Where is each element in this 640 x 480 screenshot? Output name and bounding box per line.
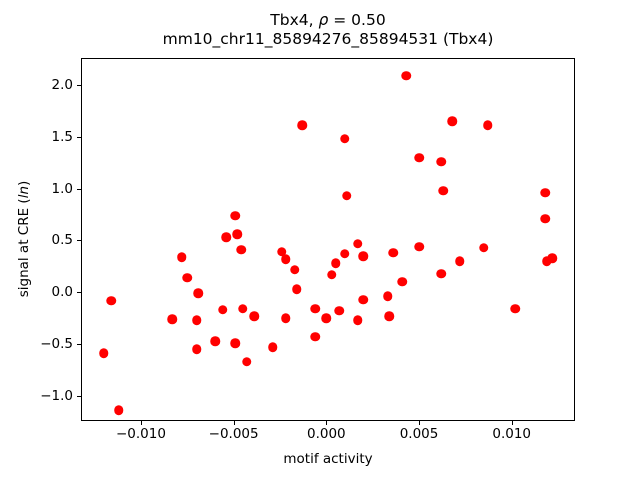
- data-point: [310, 332, 320, 342]
- x-tick-label: −0.010: [115, 426, 166, 442]
- data-point: [455, 256, 465, 266]
- y-tick-label: −0.5: [40, 336, 73, 353]
- data-point: [542, 256, 552, 266]
- data-point: [249, 311, 259, 321]
- data-point: [238, 304, 248, 314]
- data-point: [334, 306, 345, 316]
- x-tick-mark: [511, 421, 513, 425]
- data-point: [436, 156, 447, 167]
- data-point: [353, 315, 363, 326]
- data-point: [397, 277, 408, 287]
- data-point: [217, 305, 228, 315]
- data-point: [210, 336, 220, 346]
- data-point: [182, 273, 193, 283]
- y-tick-label: 1.5: [51, 128, 73, 145]
- y-tick-label: 0.5: [51, 232, 73, 249]
- data-point: [510, 304, 521, 314]
- data-point: [401, 70, 411, 81]
- data-point: [540, 188, 550, 198]
- chart-subtitle: mm10_chr11_85894276_85894531 (Tbx4): [162, 30, 494, 48]
- y-tick-label: −1.0: [40, 387, 73, 404]
- chart-title-suffix: = 0.50: [328, 11, 386, 29]
- data-point: [382, 291, 393, 302]
- x-tick-label: 0.000: [307, 426, 346, 442]
- data-point: [232, 229, 243, 240]
- chart-title-prefix: Tbx4,: [270, 11, 319, 29]
- data-point: [327, 269, 337, 280]
- data-point: [438, 185, 448, 196]
- data-point: [414, 152, 424, 163]
- data-point: [277, 247, 287, 257]
- y-tick-label: 0.0: [51, 284, 73, 301]
- y-tick-mark: [77, 292, 81, 294]
- data-point: [167, 314, 178, 324]
- data-point: [221, 232, 231, 243]
- data-point: [330, 258, 341, 269]
- data-point: [358, 251, 369, 261]
- data-point: [230, 210, 241, 221]
- data-point: [230, 338, 241, 348]
- rho-symbol: ρ: [318, 11, 329, 29]
- data-point: [321, 313, 332, 323]
- x-tick-mark: [140, 421, 142, 425]
- data-point: [479, 242, 489, 253]
- data-point: [193, 288, 204, 299]
- y-tick-label: 2.0: [51, 77, 73, 93]
- data-point: [436, 268, 447, 279]
- y-tick-mark: [77, 136, 81, 138]
- data-point: [358, 294, 369, 305]
- x-tick-label: 0.010: [492, 426, 532, 442]
- data-point: [540, 213, 550, 224]
- data-point: [310, 304, 320, 314]
- data-point: [113, 405, 124, 416]
- data-point: [280, 254, 291, 264]
- x-tick-mark: [233, 421, 235, 425]
- data-point: [353, 238, 363, 249]
- data-point: [384, 311, 395, 321]
- plot-area: [81, 58, 575, 421]
- data-point: [447, 116, 458, 127]
- data-point: [297, 120, 307, 131]
- data-point: [280, 313, 291, 323]
- y-tick-label: 1.0: [51, 180, 73, 197]
- y-tick-mark: [77, 395, 81, 397]
- data-point: [290, 264, 300, 275]
- y-tick-mark: [77, 85, 81, 86]
- data-point: [414, 241, 424, 252]
- data-point: [241, 357, 252, 367]
- data-point: [106, 295, 117, 306]
- data-point: [341, 191, 352, 201]
- x-tick-label: 0.005: [399, 426, 439, 442]
- data-point: [236, 245, 246, 255]
- data-point: [99, 348, 109, 359]
- x-tick-mark: [419, 421, 421, 425]
- chart-title: Tbx4, ρ = 0.50: [270, 11, 385, 29]
- y-tick-mark: [77, 240, 81, 242]
- data-point: [388, 248, 398, 258]
- data-point: [547, 253, 558, 263]
- data-point: [340, 249, 350, 259]
- data-point: [291, 284, 302, 294]
- y-tick-mark: [77, 188, 81, 190]
- data-point: [340, 134, 350, 144]
- data-point: [482, 120, 493, 131]
- data-point: [191, 344, 202, 355]
- y-tick-mark: [77, 344, 81, 346]
- x-tick-label: −0.005: [208, 426, 259, 442]
- data-point: [176, 252, 187, 262]
- x-axis-label: motif activity: [283, 451, 373, 467]
- data-point: [191, 315, 202, 326]
- data-point: [267, 342, 278, 352]
- x-tick-mark: [326, 421, 328, 425]
